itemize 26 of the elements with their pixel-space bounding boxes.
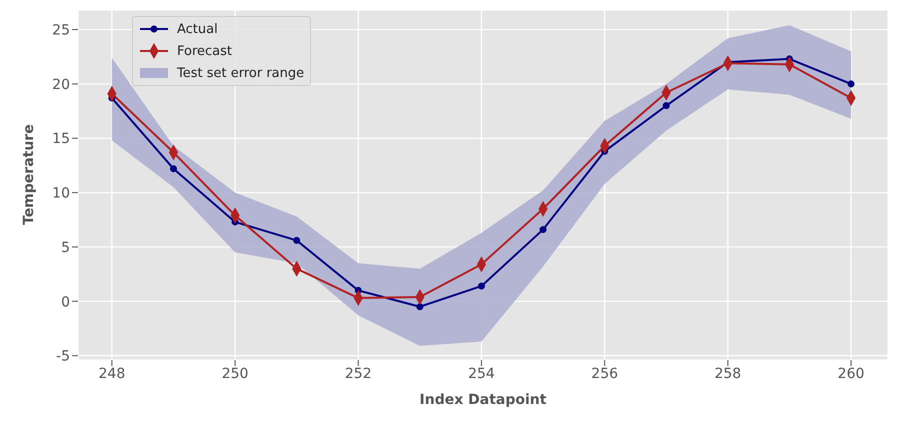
x-tick-label: 252 bbox=[344, 366, 372, 382]
y-tick-label: 10 bbox=[52, 186, 70, 202]
legend-label: Test set error range bbox=[177, 66, 304, 80]
x-tick-label: 260 bbox=[838, 366, 864, 382]
point bbox=[478, 282, 485, 290]
y-tick-label: 15 bbox=[52, 131, 70, 148]
x-tick-label: 248 bbox=[98, 366, 126, 382]
y-tick-label: 5 bbox=[61, 240, 70, 256]
legend-label: Forecast bbox=[177, 44, 232, 58]
point bbox=[662, 102, 670, 110]
y-axis-title: Temperature bbox=[20, 124, 37, 225]
point bbox=[170, 165, 177, 172]
point bbox=[848, 80, 855, 88]
y-tick-label: -5 bbox=[56, 348, 70, 365]
x-tick-label: 250 bbox=[222, 366, 248, 382]
point bbox=[293, 236, 300, 244]
x-tick-label: 256 bbox=[591, 366, 618, 382]
y-tick-label: 20 bbox=[52, 76, 70, 93]
x-axis-title: Index Datapoint bbox=[420, 392, 547, 408]
x-tick-label: 258 bbox=[714, 366, 742, 382]
point bbox=[540, 226, 547, 234]
point bbox=[416, 303, 424, 310]
y-tick-label: 25 bbox=[52, 22, 70, 39]
y-tick-label: 0 bbox=[61, 294, 70, 310]
legend-label: Actual bbox=[177, 22, 218, 36]
x-tick-label: 254 bbox=[468, 366, 495, 382]
